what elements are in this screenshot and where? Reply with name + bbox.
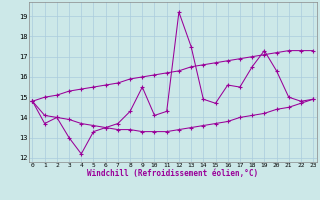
- X-axis label: Windchill (Refroidissement éolien,°C): Windchill (Refroidissement éolien,°C): [87, 169, 258, 178]
